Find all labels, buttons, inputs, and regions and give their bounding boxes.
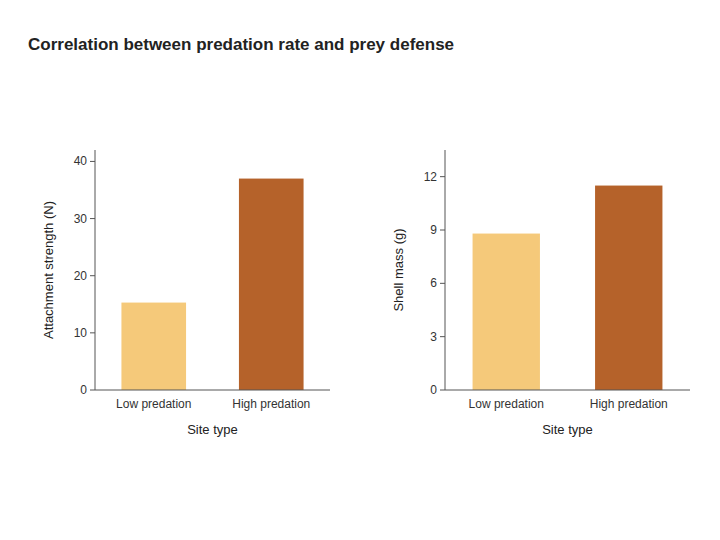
y-axis-label: Attachment strength (N) xyxy=(41,201,56,339)
y-tick-label: 20 xyxy=(74,269,88,283)
y-tick xyxy=(90,161,95,162)
chart-1: 0 10 20 30 40 Low predation High predation Site… xyxy=(41,150,330,437)
bars xyxy=(473,186,663,390)
x-tick-label: Low predation xyxy=(116,397,191,411)
chart-2: 0 3 6 9 12 Low predation High predation Site ty… xyxy=(391,150,690,437)
y-tick-label: 0 xyxy=(80,383,87,397)
y-tick xyxy=(440,283,445,284)
y-tick-label: 6 xyxy=(430,276,437,290)
y-tick xyxy=(440,230,445,231)
y-axis-line xyxy=(445,150,446,390)
bar xyxy=(121,303,186,390)
y-tick xyxy=(90,275,95,276)
y-axis-label: Shell mass (g) xyxy=(391,228,406,311)
y-tick-label: 40 xyxy=(74,154,88,168)
chart-container: Correlation between predation rate and p… xyxy=(0,0,720,540)
x-axis-label: Site type xyxy=(187,422,238,437)
bar xyxy=(595,186,662,390)
chart-svg: Correlation between predation rate and p… xyxy=(0,0,720,540)
bar xyxy=(239,179,304,390)
page: {"title": "Correlation between predation… xyxy=(0,0,720,540)
y-tick-label: 10 xyxy=(74,326,88,340)
x-axis-line xyxy=(95,390,330,391)
x-tick-label: Low predation xyxy=(469,397,544,411)
y-tick xyxy=(90,390,95,391)
x-tick-label: High predation xyxy=(590,397,668,411)
title: Correlation between predation rate and p… xyxy=(28,35,454,54)
y-tick xyxy=(440,390,445,391)
y-tick-label: 9 xyxy=(430,223,437,237)
y-tick xyxy=(440,336,445,337)
y-tick xyxy=(440,176,445,177)
y-tick-label: 3 xyxy=(430,330,437,344)
bars xyxy=(121,179,303,390)
y-tick-label: 0 xyxy=(430,383,437,397)
y-tick xyxy=(90,332,95,333)
y-tick-label: 12 xyxy=(424,170,438,184)
x-tick-label: High predation xyxy=(232,397,310,411)
x-axis-line xyxy=(445,390,690,391)
y-tick xyxy=(90,218,95,219)
y-axis-line xyxy=(95,150,96,390)
y-tick-label: 30 xyxy=(74,212,88,226)
x-axis-label: Site type xyxy=(542,422,593,437)
bar xyxy=(473,234,540,390)
